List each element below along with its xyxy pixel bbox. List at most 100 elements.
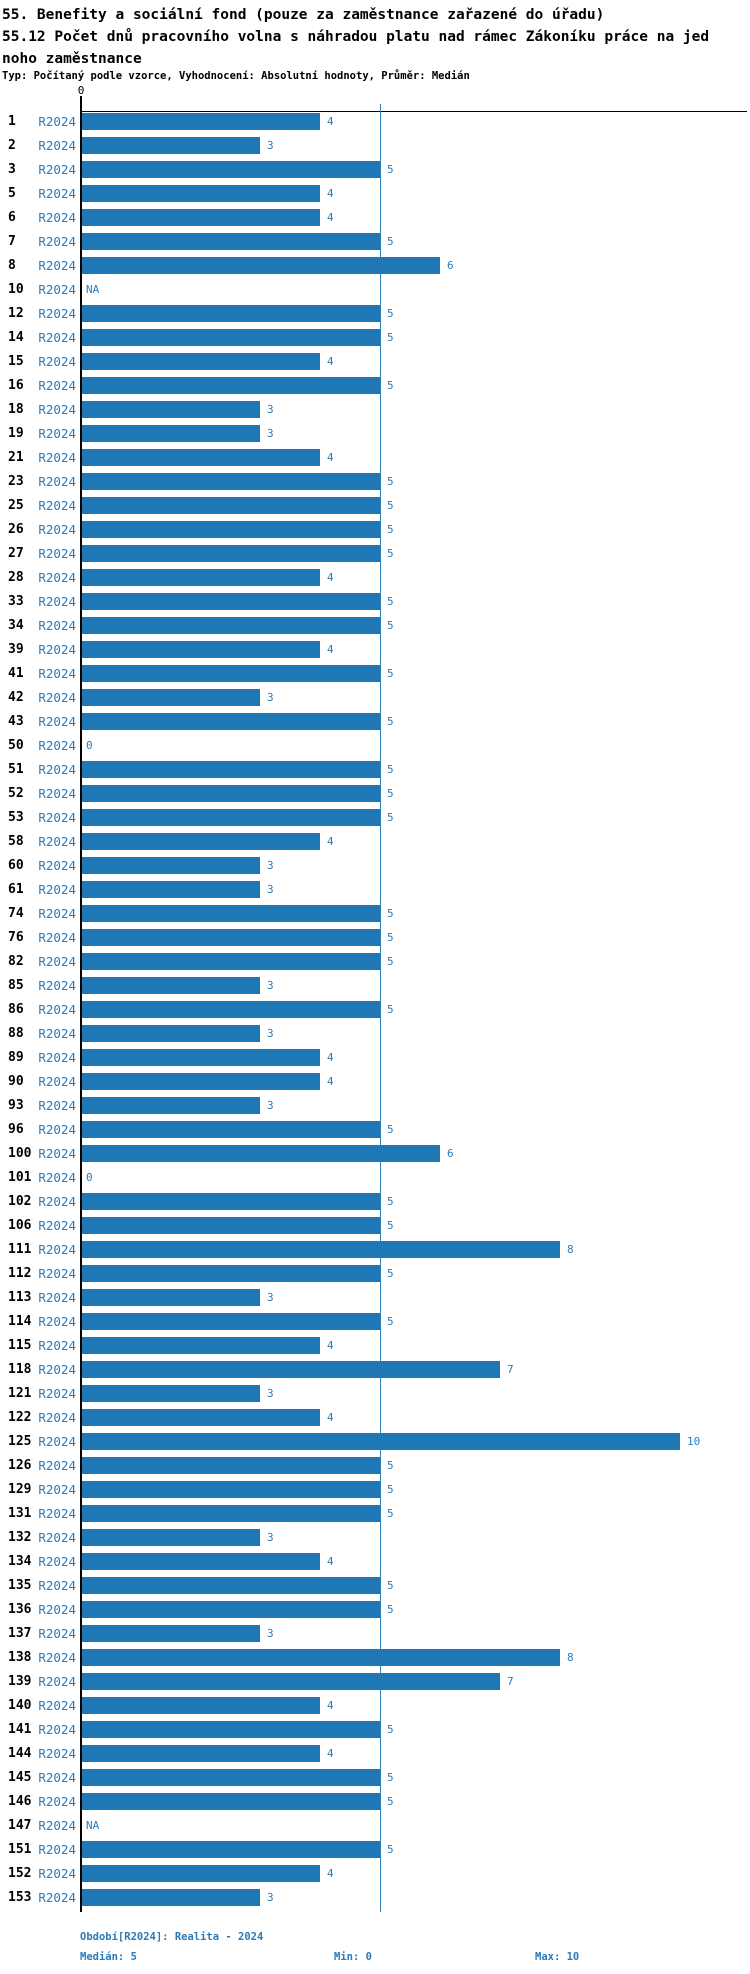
chart-row: 96 R2024 5	[0, 1118, 750, 1142]
value-label: 5	[387, 1459, 394, 1472]
series-label: R2024	[38, 834, 76, 849]
bar	[82, 1577, 380, 1594]
series-label: R2024	[38, 162, 76, 177]
value-label: 3	[267, 427, 274, 440]
bar	[82, 1385, 260, 1402]
value-label: 5	[387, 1483, 394, 1496]
chart-row: 85 R2024 3	[0, 974, 750, 998]
chart-row: 27 R2024 5	[0, 542, 750, 566]
row-number: 146	[8, 1794, 32, 1809]
chart-row: 10 R2024 NA	[0, 278, 750, 302]
value-label: 5	[387, 1003, 394, 1016]
row-number: 122	[8, 1410, 32, 1425]
series-label: R2024	[38, 1074, 76, 1089]
bar	[82, 953, 380, 970]
series-label: R2024	[38, 1554, 76, 1569]
series-label: R2024	[38, 930, 76, 945]
bar	[82, 905, 380, 922]
series-label: R2024	[38, 1866, 76, 1881]
value-label: 5	[387, 235, 394, 248]
series-label: R2024	[38, 714, 76, 729]
series-label: R2024	[38, 1170, 76, 1185]
value-label: 4	[327, 211, 334, 224]
bar	[82, 1121, 380, 1138]
value-label: 5	[387, 1195, 394, 1208]
row-number: 26	[8, 522, 24, 537]
value-label: 5	[387, 331, 394, 344]
bar	[82, 809, 380, 826]
chart-row: 34 R2024 5	[0, 614, 750, 638]
chart-row: 134 R2024 4	[0, 1550, 750, 1574]
value-label: 5	[387, 379, 394, 392]
chart-row: 126 R2024 5	[0, 1454, 750, 1478]
series-label: R2024	[38, 498, 76, 513]
series-label: R2024	[38, 1338, 76, 1353]
series-label: R2024	[38, 1146, 76, 1161]
row-number: 121	[8, 1386, 32, 1401]
value-label: 5	[387, 499, 394, 512]
value-label: 4	[327, 451, 334, 464]
series-label: R2024	[38, 426, 76, 441]
series-label: R2024	[38, 762, 76, 777]
row-number: 42	[8, 690, 24, 705]
chart-row: 86 R2024 5	[0, 998, 750, 1022]
bar	[82, 1793, 380, 1810]
value-label: 5	[387, 715, 394, 728]
row-number: 132	[8, 1530, 32, 1545]
bar	[82, 233, 380, 250]
value-label: 4	[327, 1867, 334, 1880]
chart-row: 50 R2024 0	[0, 734, 750, 758]
chart-row: 138 R2024 8	[0, 1646, 750, 1670]
series-label: R2024	[38, 642, 76, 657]
series-label: R2024	[38, 1506, 76, 1521]
chart-row: 14 R2024 5	[0, 326, 750, 350]
bar	[82, 1553, 320, 1570]
value-label: 3	[267, 1387, 274, 1400]
row-number: 33	[8, 594, 24, 609]
bar	[82, 593, 380, 610]
series-label: R2024	[38, 1122, 76, 1137]
bar	[82, 257, 440, 274]
series-label: R2024	[38, 138, 76, 153]
bar	[82, 1073, 320, 1090]
value-label: 5	[387, 475, 394, 488]
chart-row: 146 R2024 5	[0, 1790, 750, 1814]
value-label: 5	[387, 1315, 394, 1328]
value-label: 3	[267, 1099, 274, 1112]
series-label: R2024	[38, 810, 76, 825]
series-label: R2024	[38, 234, 76, 249]
bar	[82, 377, 380, 394]
series-label: R2024	[38, 906, 76, 921]
chart-row: 141 R2024 5	[0, 1718, 750, 1742]
value-label: 7	[507, 1363, 514, 1376]
value-label: 4	[327, 355, 334, 368]
chart-title: 55. Benefity a sociální fond (pouze za z…	[2, 7, 605, 23]
row-number: 112	[8, 1266, 32, 1281]
y-axis-line	[80, 111, 82, 1912]
chart-row: 147 R2024 NA	[0, 1814, 750, 1838]
value-label: 5	[387, 907, 394, 920]
row-number: 144	[8, 1746, 32, 1761]
chart-row: 25 R2024 5	[0, 494, 750, 518]
value-label: NA	[86, 1819, 100, 1832]
row-number: 96	[8, 1122, 24, 1137]
chart-row: 23 R2024 5	[0, 470, 750, 494]
row-number: 1	[8, 114, 16, 129]
bar	[82, 329, 380, 346]
value-label: 4	[327, 115, 334, 128]
row-number: 134	[8, 1554, 32, 1569]
row-number: 139	[8, 1674, 32, 1689]
series-label: R2024	[38, 978, 76, 993]
row-number: 153	[8, 1890, 32, 1905]
value-label: 3	[267, 859, 274, 872]
row-number: 114	[8, 1314, 32, 1329]
value-label: 5	[387, 1771, 394, 1784]
footer-period-label: Období[R2024]: Realita - 2024	[80, 1931, 264, 1943]
value-label: 7	[507, 1675, 514, 1688]
bar	[82, 161, 380, 178]
bar	[82, 545, 380, 562]
row-number: 140	[8, 1698, 32, 1713]
row-number: 76	[8, 930, 24, 945]
row-number: 152	[8, 1866, 32, 1881]
row-number: 43	[8, 714, 24, 729]
